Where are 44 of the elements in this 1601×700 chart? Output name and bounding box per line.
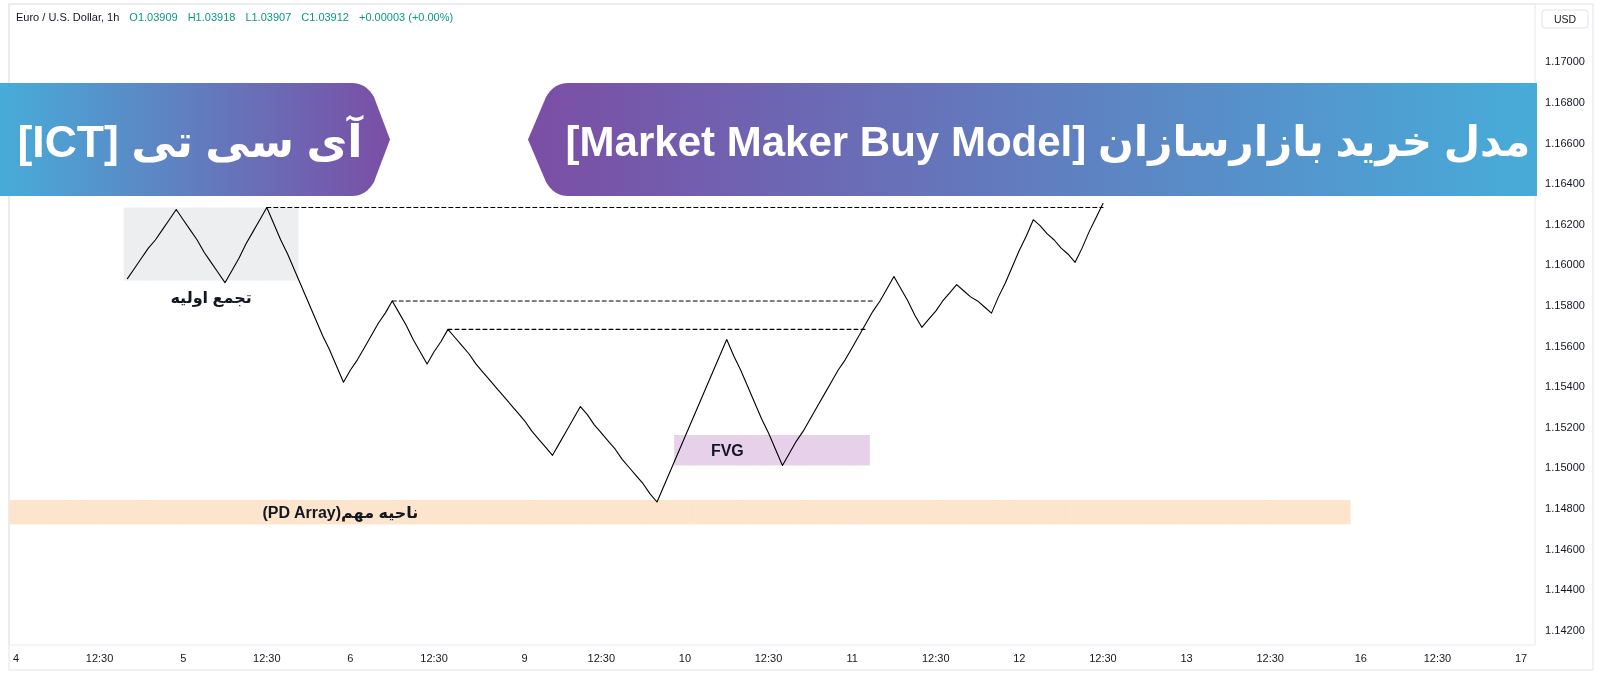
subtitle: آی سی تی [ICT] (17, 116, 363, 166)
x-tick-label: 12:30 (1089, 652, 1117, 664)
title: مدل خرید بازارسازان [Market Maker Buy Model] (565, 117, 1531, 165)
y-tick-label: 1.14800 (1545, 502, 1585, 515)
y-tick-label: 1.16400 (1545, 177, 1585, 190)
text: Euro / U.S. Dollar, 1h (16, 11, 120, 23)
x-tick-label: 5 (180, 652, 187, 664)
y-tick-label: 1.16200 (1545, 217, 1585, 230)
y-tick-label: 1.15200 (1545, 420, 1585, 433)
x-tick-label: 16 (1354, 652, 1367, 664)
text: H1.03918 (187, 11, 236, 23)
text: C1.03912 (301, 11, 349, 23)
y-tick-label: 1.14200 (1545, 623, 1585, 636)
y-tick-label: 1.17000 (1545, 55, 1585, 68)
x-tick-label: 12:30 (921, 652, 950, 664)
x-tick-label: 12:30 (420, 652, 448, 664)
x-tick-label: 12:30 (1256, 652, 1284, 664)
y-axis-title: USD (1553, 13, 1577, 25)
y-tick-label: 1.15800 (1545, 299, 1585, 311)
y-tick-label: 1.14400 (1545, 583, 1585, 596)
y-tick-label: 1.15600 (1545, 339, 1585, 352)
x-tick-label: 12:30 (587, 652, 616, 664)
y-tick-label: 1.16600 (1545, 136, 1585, 149)
text: O1.03909 (129, 11, 178, 23)
x-tick-label: 9 (521, 652, 528, 664)
y-tick-label: 1.16000 (1545, 258, 1585, 271)
ylabel: USD (1541, 9, 1589, 29)
x-tick-label: 10 (678, 652, 692, 664)
y-tick-label: 1.15400 (1545, 380, 1585, 393)
x-tick-label: 17 (1514, 652, 1528, 664)
x-tick-label: 12:30 (754, 652, 783, 664)
x-tick-label: 12:30 (85, 652, 114, 664)
text: L1.03907 (245, 11, 292, 23)
y-tick-label: 1.14600 (1545, 542, 1585, 555)
x-tick-label: 11 (846, 652, 858, 664)
x-tick-label: 12:30 (253, 652, 281, 664)
x-tick-label: 12 (1013, 652, 1026, 664)
x-tick-label: 4 (12, 652, 20, 664)
x-tick-label: 13 (1180, 652, 1193, 664)
x-tick-label: 6 (347, 652, 354, 664)
text: +0.00003 (+0.00%) (358, 11, 454, 23)
y-tick-label: 1.16800 (1545, 95, 1585, 108)
x-tick-label: 12:30 (1423, 652, 1452, 664)
y-tick-label: 1.15000 (1545, 461, 1585, 474)
